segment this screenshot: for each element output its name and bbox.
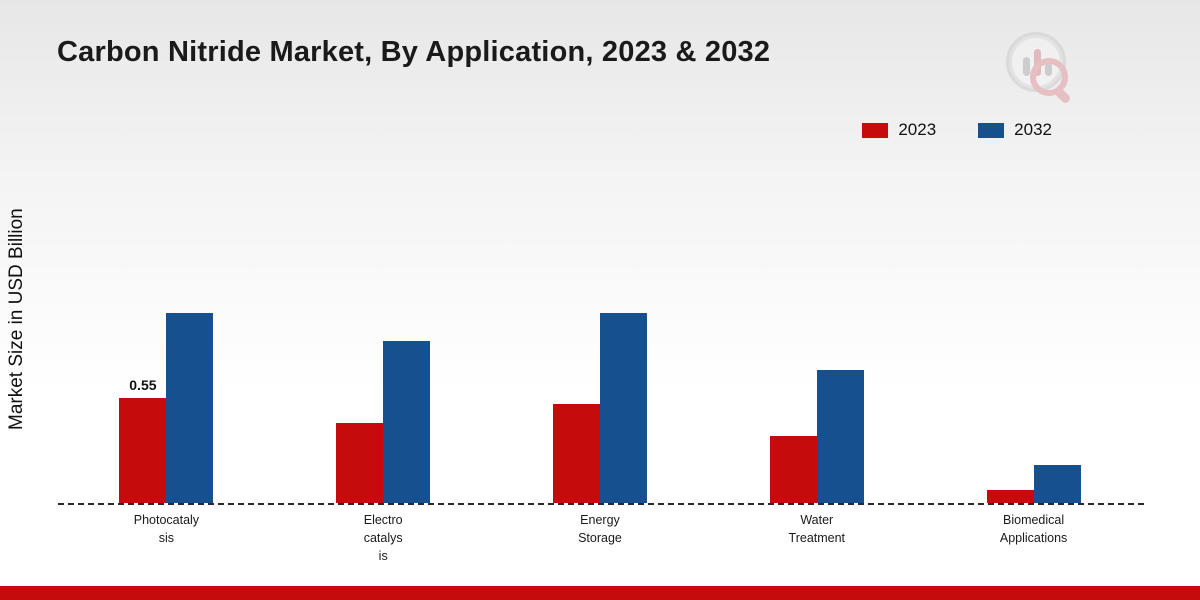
legend-label-2032: 2032 [1014, 120, 1052, 139]
category-cell-electrocatalysis: Electro catalys is [275, 511, 492, 565]
chart-title: Carbon Nitride Market, By Application, 2… [57, 36, 771, 68]
bar-group-electrocatalysis [336, 341, 431, 503]
category-cell-biomedical-applications: Biomedical Applications [925, 511, 1142, 565]
bar-group-photocatalysis: 0.55 [119, 313, 214, 503]
bar-2032-photocatalysis [166, 313, 214, 503]
market-research-logo-icon [1006, 32, 1070, 103]
category-cell-water-treatment: Water Treatment [708, 511, 925, 565]
bar-group-biomedical-applications [986, 465, 1081, 503]
category-label-water-treatment: Water Treatment [788, 513, 846, 546]
legend-swatch-2032 [978, 122, 1005, 138]
category-label-photocatalysis: Photocataly sis [133, 513, 200, 546]
bar-2032-energy-storage [599, 313, 647, 503]
category-cell-energy-storage: Energy Storage [492, 511, 709, 565]
category-label-electrocatalysis: Electro catalys is [363, 513, 403, 564]
category-label-biomedical-applications: Biomedical Applications [999, 513, 1068, 546]
bar-2032-electrocatalysis [383, 341, 431, 503]
bar-2032-water-treatment [816, 370, 864, 503]
bar-2023-biomedical-applications [986, 490, 1034, 503]
legend-swatch-2023 [862, 122, 889, 138]
legend: 2023 2032 [862, 120, 1052, 140]
bar-2023-photocatalysis: 0.55 [119, 377, 167, 503]
y-axis-label: Market Size in USD Billion [6, 208, 27, 430]
category-axis-labels: Photocataly sis Electro catalys is Energy … [58, 511, 1142, 565]
legend-item-2023: 2023 [862, 120, 936, 140]
category-label-energy-storage: Energy Storage [578, 513, 622, 546]
plot-area: 0.55 [58, 273, 1142, 503]
footer-brand-bar [0, 586, 1200, 600]
category-cell-photocatalysis: Photocataly sis [58, 511, 275, 565]
bar-2023-electrocatalysis [336, 423, 384, 503]
legend-label-2023: 2023 [898, 120, 937, 139]
bar-2032-biomedical-applications [1033, 465, 1081, 503]
bar-2023-energy-storage [552, 404, 600, 503]
legend-item-2032: 2032 [978, 120, 1052, 140]
bar-groups: 0.55 [58, 273, 1142, 503]
bar-group-energy-storage [552, 313, 647, 503]
bar-value-label: 0.55 [129, 377, 157, 393]
bar-2023-water-treatment [769, 436, 817, 503]
bar-group-water-treatment [769, 370, 864, 503]
x-axis-baseline [58, 503, 1144, 505]
